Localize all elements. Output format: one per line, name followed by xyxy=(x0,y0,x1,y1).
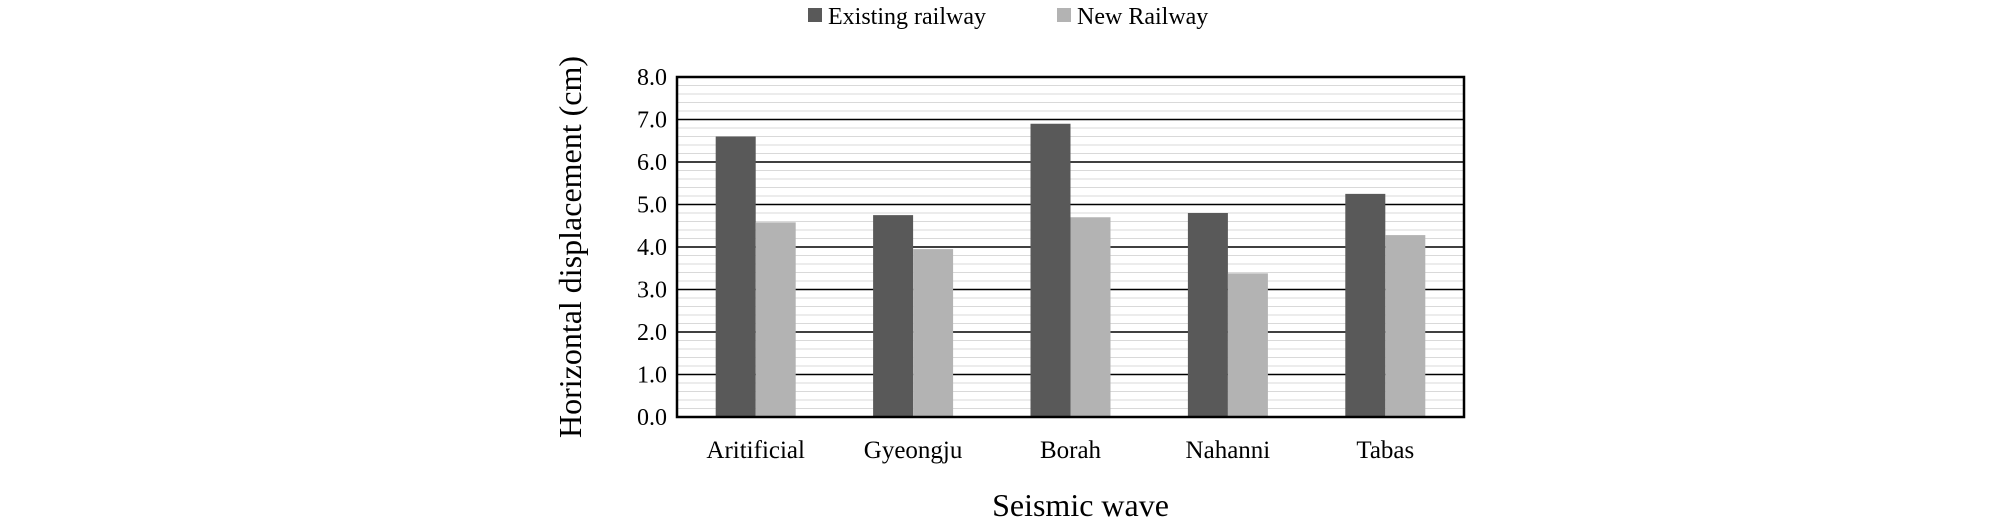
legend-label: New Railway xyxy=(1077,4,1208,30)
bar-new-tabas xyxy=(1385,235,1426,417)
bar-new-aritificial xyxy=(755,222,796,417)
y-tick-label: 5.0 xyxy=(637,193,667,219)
bar-existing-nahanni xyxy=(1187,213,1228,417)
y-tick-label: 4.0 xyxy=(637,235,667,261)
y-tick-label: 1.0 xyxy=(637,363,667,389)
bar-new-gyeongju xyxy=(913,249,954,417)
plot-area: 0.0 1.0 2.0 3.0 4.0 5.0 6.0 7.0 8.0 Aritificial Gy… xyxy=(637,65,1466,464)
x-tick-label: Aritificial xyxy=(706,437,805,464)
x-tick-label: Tabas xyxy=(1356,437,1414,464)
y-tick-label: 2.0 xyxy=(637,320,667,346)
legend-swatch xyxy=(808,8,822,22)
bar-existing-tabas xyxy=(1345,193,1386,417)
y-tick-label: 3.0 xyxy=(637,278,667,304)
bar-existing-gyeongju xyxy=(873,215,914,417)
y-tick-label: 7.0 xyxy=(637,108,667,134)
y-tick-label: 6.0 xyxy=(637,150,667,176)
legend-label: Existing railway xyxy=(828,4,986,30)
bar-existing-aritificial xyxy=(715,136,756,417)
x-tick-label: Borah xyxy=(1040,437,1102,464)
bar-new-borah xyxy=(1070,217,1111,417)
legend-swatch xyxy=(1057,8,1071,22)
x-tick-label: Gyeongju xyxy=(864,437,963,464)
y-axis-title: Horizontal displacement (cm) xyxy=(552,56,588,438)
plot-border xyxy=(675,75,1466,419)
bar-new-nahanni xyxy=(1227,273,1268,417)
legend: Existing railway New Railway xyxy=(808,4,1208,30)
y-tick-label: 0.0 xyxy=(637,405,667,431)
x-tick-label: Nahanni xyxy=(1186,437,1271,464)
y-tick-label: 8.0 xyxy=(637,65,667,91)
x-axis-title: Seismic wave xyxy=(992,487,1169,523)
bar-existing-borah xyxy=(1030,123,1071,417)
